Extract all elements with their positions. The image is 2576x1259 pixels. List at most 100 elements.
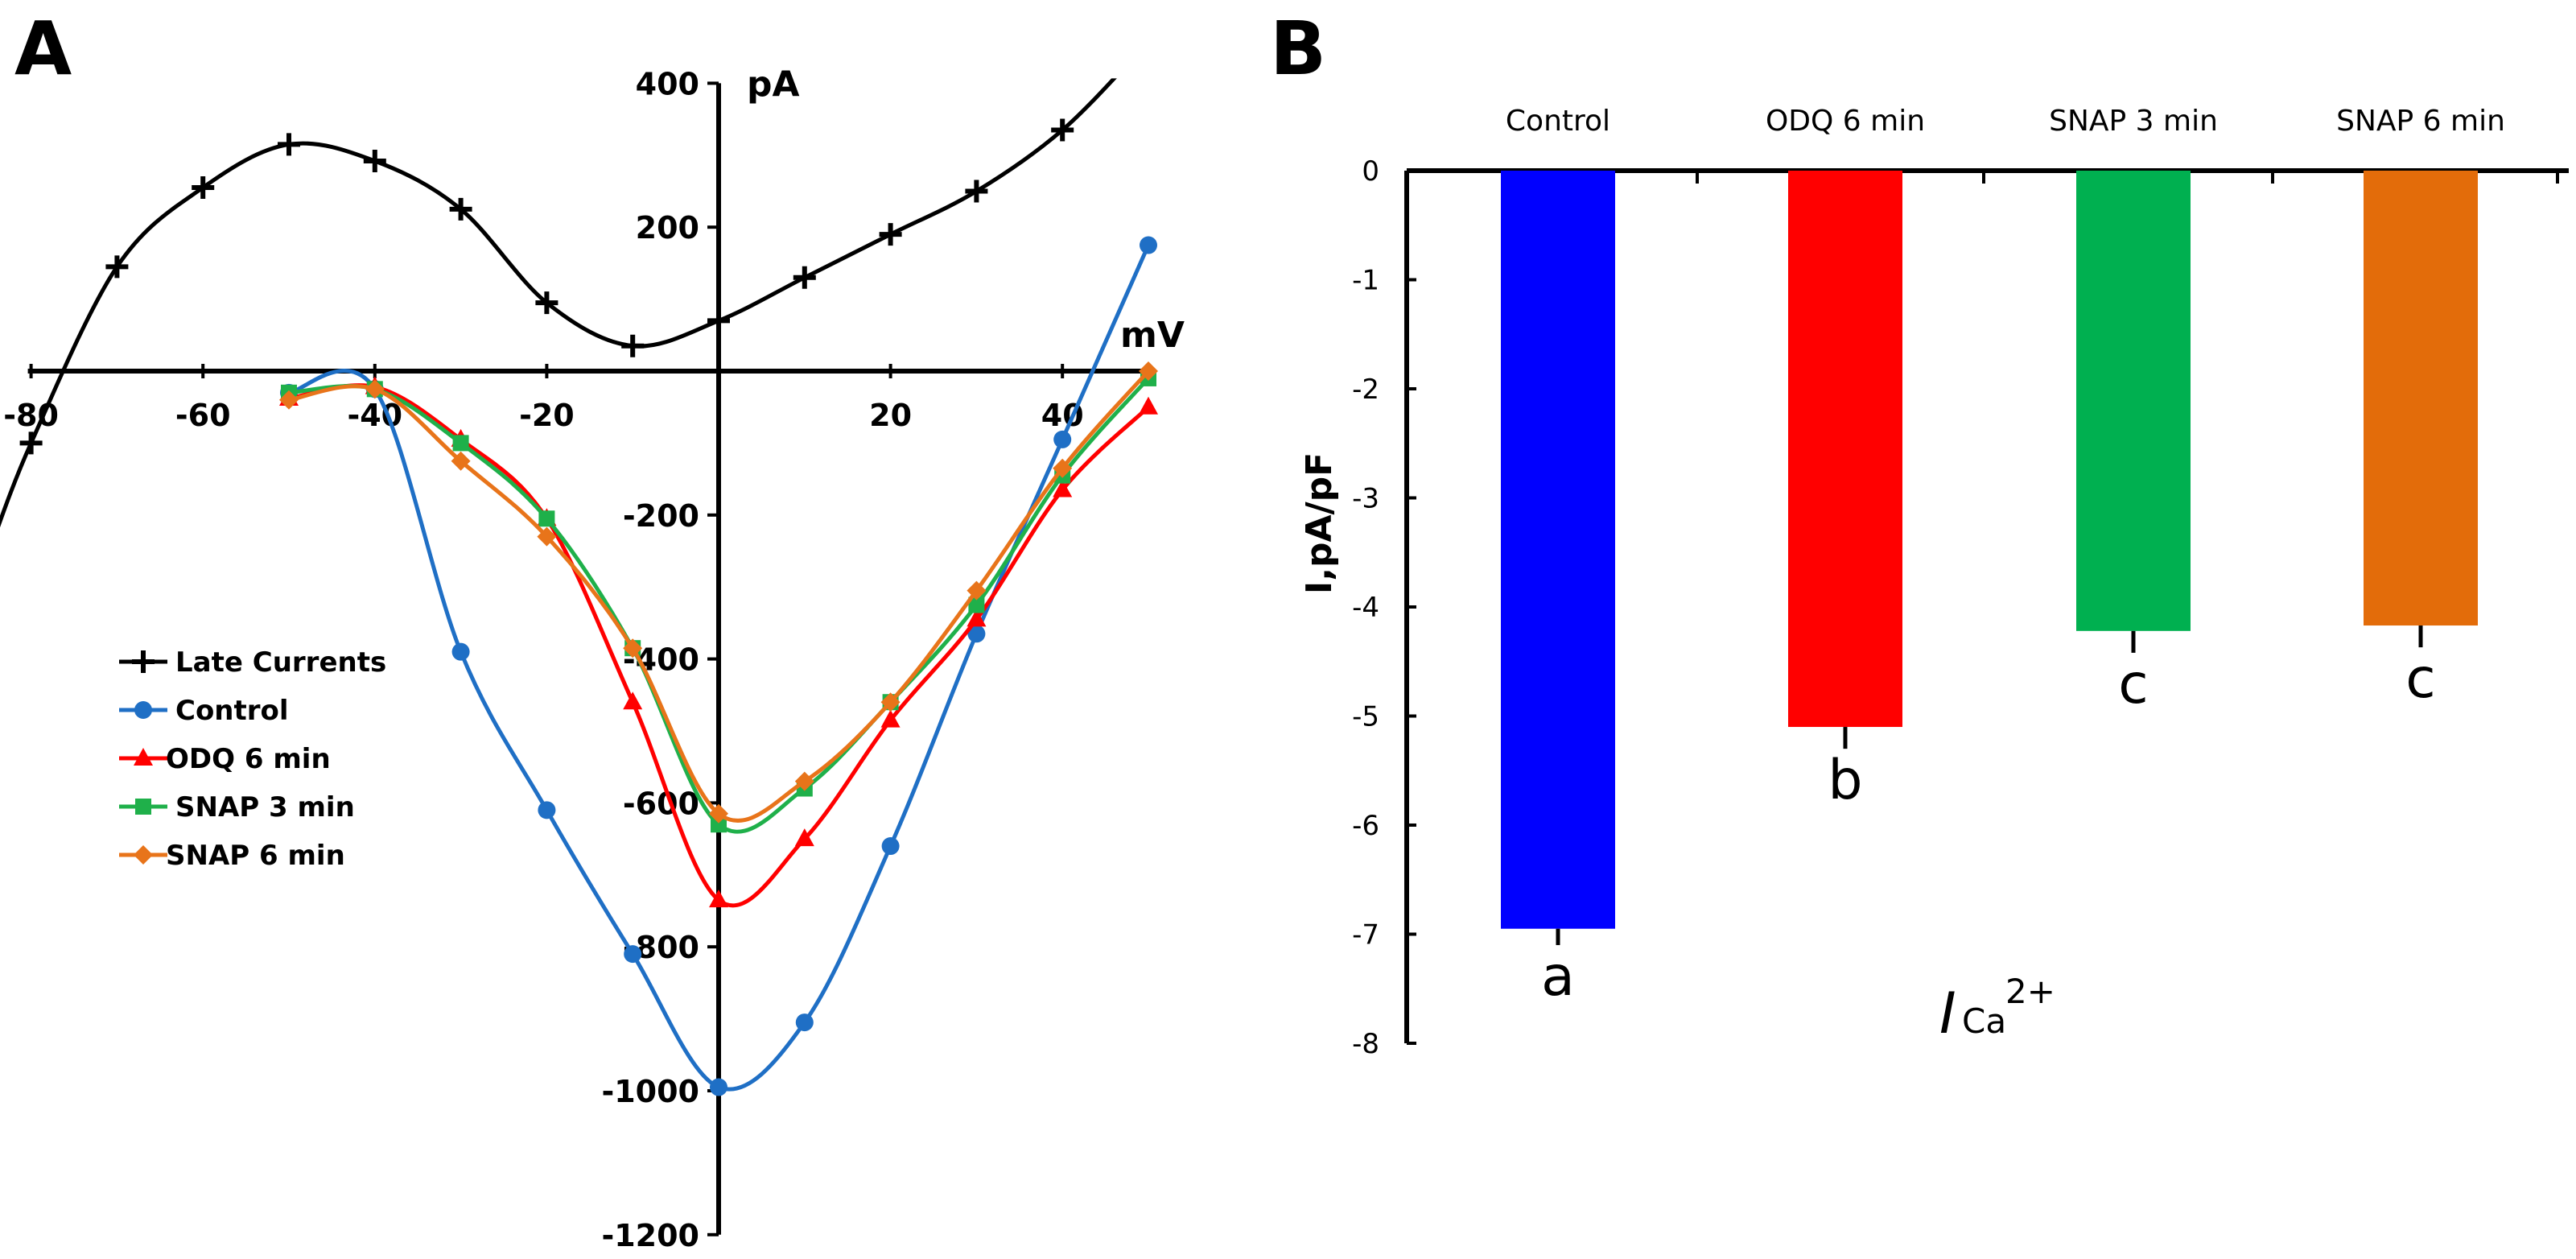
data-point	[621, 334, 645, 357]
x-axis-label-subscript: Ca	[1962, 1001, 2006, 1041]
data-point	[709, 890, 728, 908]
legend-label: Control	[175, 695, 289, 727]
y-tick-label: -1000	[601, 1074, 699, 1109]
y-tick-label: -600	[623, 786, 699, 821]
significance-letter: a	[1541, 945, 1575, 1009]
significance-letter: b	[1828, 749, 1862, 812]
data-point	[1053, 458, 1073, 478]
data-point	[968, 596, 985, 613]
legend-entry: SNAP 6 min	[119, 840, 345, 872]
significance-letter: c	[2405, 647, 2435, 711]
category-label: Control	[1506, 105, 1610, 138]
y-tick-label: -4	[1352, 592, 1379, 624]
data-point	[965, 180, 988, 203]
series-late-currents	[0, 78, 1117, 528]
legend-marker	[132, 650, 155, 673]
legend-marker	[135, 799, 151, 815]
bar	[1788, 171, 1902, 728]
y-axis-label: I,pA/pF	[1299, 452, 1340, 594]
y-tick-label: 400	[636, 66, 699, 101]
legend-marker	[134, 701, 152, 719]
data-point	[278, 133, 300, 156]
data-point	[880, 709, 901, 728]
data-point	[624, 945, 642, 964]
data-point	[1139, 396, 1158, 415]
data-point	[105, 255, 129, 279]
data-point	[623, 691, 643, 710]
legend: Late Currents Control ODQ 6 min SNAP 3 min S…	[119, 646, 386, 872]
legend-entry: SNAP 3 min	[119, 791, 355, 824]
data-point	[538, 510, 555, 527]
data-point	[711, 816, 727, 833]
data-point	[967, 625, 986, 643]
current-density-bar-chart: 0 -1 -2 -3 -4 -5 -6 -7 -8 Control a ODQ 6 min b SNAP …	[1299, 105, 2569, 1060]
y-tick-label: -1200	[601, 1218, 699, 1253]
legend-entry: Control	[119, 695, 289, 727]
category-label: SNAP 6 min	[2336, 105, 2505, 138]
y-tick-label: -3	[1352, 483, 1379, 515]
bar-group: SNAP 3 min c	[2049, 105, 2218, 716]
x-tick-label: 20	[869, 398, 912, 433]
data-point	[451, 451, 471, 471]
data-point	[537, 526, 557, 547]
bar	[2076, 171, 2191, 631]
x-axis-label: I Ca2+	[1939, 972, 2055, 1046]
data-point	[1140, 236, 1157, 254]
data-point	[710, 1078, 727, 1096]
category-label: SNAP 3 min	[2049, 105, 2218, 138]
x-tick-label: -60	[175, 398, 231, 433]
data-point	[880, 692, 901, 712]
y-tick-label: 200	[636, 210, 699, 246]
legend-label: Late Currents	[175, 646, 386, 679]
legend-entry: Late Currents	[119, 646, 386, 679]
data-point	[365, 379, 385, 399]
data-point	[879, 223, 902, 246]
data-point	[1053, 430, 1072, 448]
category-label: ODQ 6 min	[1766, 105, 1925, 138]
data-point	[881, 837, 900, 856]
iv-curve-chart: -80 -60 -40 -20 20 40400200-200-400-600-800-1…	[0, 64, 1185, 1253]
data-point	[623, 638, 643, 658]
data-point	[795, 1013, 814, 1032]
bar	[1501, 171, 1615, 929]
data-point	[535, 291, 558, 315]
y-tick-label: 0	[1362, 155, 1379, 188]
bar-group: Control a	[1501, 105, 1615, 1009]
legend-marker	[134, 845, 153, 865]
x-axis-label-symbol: I	[1939, 980, 1956, 1046]
series-snap-6-min	[279, 361, 1158, 824]
y-tick-label: -5	[1352, 701, 1379, 733]
data-point	[449, 197, 472, 221]
bar	[2364, 171, 2478, 626]
y-tick-label: -1	[1352, 265, 1379, 297]
data-point	[794, 771, 814, 791]
bar-group: ODQ 6 min b	[1766, 105, 1925, 812]
data-point	[1051, 118, 1074, 142]
data-point	[279, 390, 299, 410]
data-point	[967, 609, 987, 627]
y-tick-label: -8	[1352, 1028, 1379, 1060]
data-point	[192, 176, 215, 200]
bar-group: SNAP 6 min c	[2336, 105, 2505, 711]
data-point	[793, 266, 816, 289]
data-point	[452, 435, 469, 452]
y-tick-label: -2	[1352, 374, 1379, 406]
x-axis-unit: mV	[1120, 315, 1185, 356]
y-tick-label: -6	[1352, 810, 1379, 842]
legend-label: SNAP 3 min	[175, 791, 355, 824]
data-point	[967, 580, 987, 601]
legend-label: SNAP 6 min	[166, 840, 345, 872]
legend-marker	[134, 748, 153, 766]
data-point	[19, 431, 43, 455]
data-point	[363, 149, 386, 172]
data-point	[709, 803, 728, 824]
y-tick-label: -200	[623, 498, 699, 534]
data-point	[707, 309, 730, 332]
legend-label: ODQ 6 min	[166, 743, 331, 775]
x-axis-label-superscript: 2+	[2005, 972, 2055, 1011]
data-point	[794, 828, 814, 847]
y-tick-label: -7	[1352, 919, 1379, 951]
panel-a-letter: A	[14, 6, 72, 92]
data-point	[538, 801, 556, 819]
